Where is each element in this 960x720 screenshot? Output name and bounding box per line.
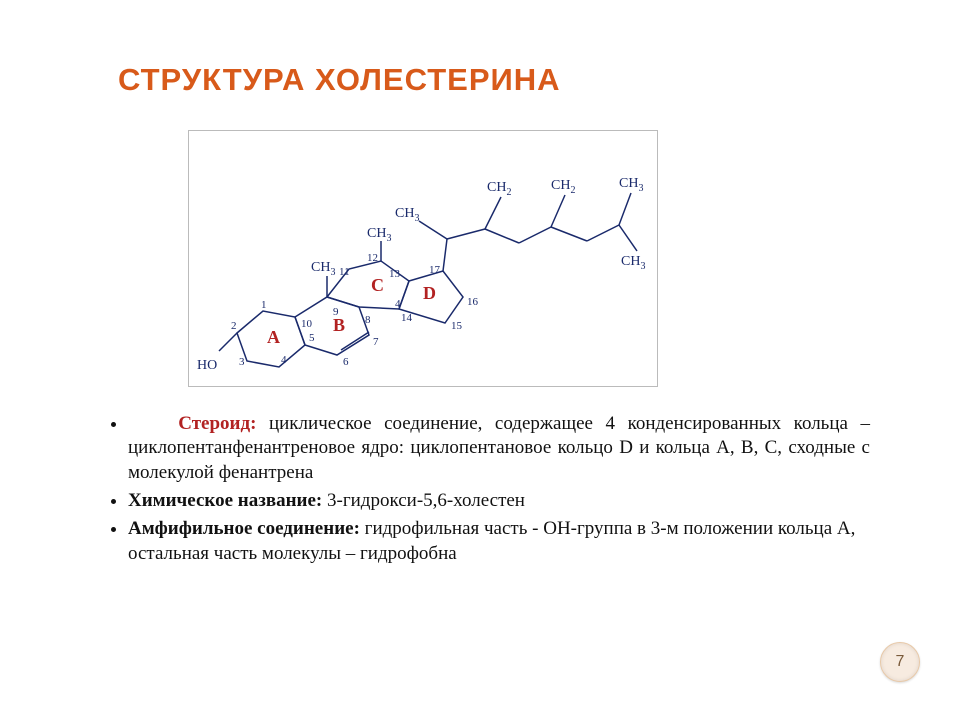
label-ch2-2: CH2 xyxy=(551,178,575,196)
n3: 3 xyxy=(239,356,245,368)
n10: 10 xyxy=(301,318,313,330)
structure-svg: HO CH3 CH3 CH3 CH2 CH2 CH3 CH3 A B C D 1… xyxy=(189,131,657,386)
n9: 9 xyxy=(333,306,339,318)
cholesterol-diagram: HO CH3 CH3 CH3 CH2 CH2 CH3 CH3 A B C D 1… xyxy=(188,130,658,387)
n4: 4 xyxy=(281,354,287,366)
label-ch2-1: CH2 xyxy=(487,180,511,198)
n11: 11 xyxy=(339,266,350,278)
ring-c: C xyxy=(371,275,384,295)
n16: 16 xyxy=(467,296,479,308)
n6: 6 xyxy=(343,356,349,368)
page-number: 7 xyxy=(896,653,905,671)
label-ch3-c10: CH3 xyxy=(311,260,335,278)
bullet-2: Химическое название: 3-гидрокси-5,6-холе… xyxy=(128,489,870,513)
bullet-3: Амфифильное соединение: гидрофильная час… xyxy=(128,517,870,566)
bullet-1-lead: Стероид: xyxy=(178,413,256,434)
n8: 8 xyxy=(365,314,371,326)
label-ch3-chain1: CH3 xyxy=(395,206,419,224)
bullet-1: Стероид: циклическое соединение, содержа… xyxy=(128,412,870,485)
bullet-2-text: 3-гидрокси-5,6-холестен xyxy=(322,490,525,511)
n2: 2 xyxy=(231,320,237,332)
page-number-badge: 7 xyxy=(880,642,920,682)
ring-d: D xyxy=(423,283,436,303)
label-ho: HO xyxy=(197,358,217,373)
ring-b: B xyxy=(333,315,345,335)
slide-title: СТРУКТУРА ХОЛЕСТЕРИНА xyxy=(118,62,561,98)
body-text: Стероид: циклическое соединение, содержа… xyxy=(100,412,870,570)
label-ch3-branch: CH3 xyxy=(621,254,645,272)
bullet-3-lead: Амфифильное соединение: xyxy=(128,518,360,539)
n15: 15 xyxy=(451,320,463,332)
n13: 13 xyxy=(389,268,401,280)
label-ch3-end: CH3 xyxy=(619,176,643,194)
n5: 5 xyxy=(309,332,315,344)
slide: СТРУКТУРА ХОЛЕСТЕРИНА xyxy=(0,0,960,720)
n4b: 4 xyxy=(395,298,401,310)
ring-a: A xyxy=(267,327,280,347)
bullet-2-lead: Химическое название: xyxy=(128,490,322,511)
n14: 14 xyxy=(401,312,413,324)
n17: 17 xyxy=(429,264,441,276)
label-ch3-c13: CH3 xyxy=(367,226,391,244)
n1: 1 xyxy=(261,299,267,311)
n12: 12 xyxy=(367,252,378,264)
n7: 7 xyxy=(373,336,379,348)
